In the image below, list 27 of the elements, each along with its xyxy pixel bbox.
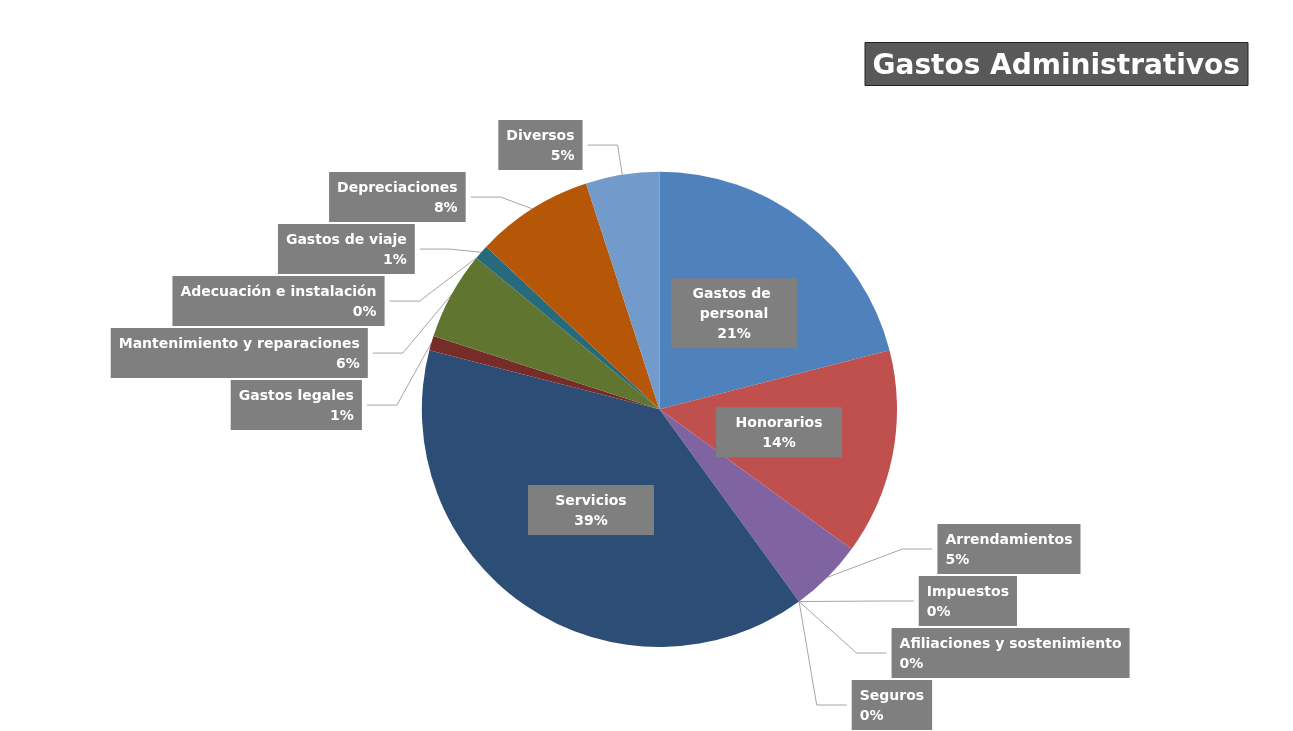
text: 0% <box>352 303 377 320</box>
slice-label: Mantenimiento y reparaciones <box>118 335 360 352</box>
data-label: 5% <box>550 147 575 164</box>
text: 0% <box>926 603 951 619</box>
chart-title: Gastos Administrativos <box>872 47 1241 81</box>
slice-label: Arrendamientos <box>945 531 1073 547</box>
data-label: 1% <box>330 407 354 424</box>
data-label: 39% <box>574 512 608 529</box>
text: 0% <box>859 707 884 723</box>
data-label: 6% <box>336 355 360 372</box>
slice-label: Depreciaciones <box>337 179 458 196</box>
data-label: 1% <box>383 251 407 268</box>
slice-label: Gastos de personal <box>692 285 776 322</box>
category-label: Seguros <box>859 687 925 703</box>
slice-label: Honorarios <box>735 414 823 431</box>
data-label: 5% <box>945 551 970 567</box>
data-label: 8% <box>433 199 458 216</box>
text: 0% <box>899 655 924 671</box>
slice-label: Diversos <box>506 127 575 144</box>
slice-label: Gastos legales <box>238 387 354 404</box>
category-label: Afiliaciones y sostenimiento <box>899 635 1122 651</box>
category-label: Adecuación e instalación <box>180 283 377 300</box>
data-label: 21% <box>717 325 751 342</box>
category-label: Impuestos <box>926 583 1009 599</box>
data-label: 14% <box>762 434 796 451</box>
slice-label: Servicios <box>555 492 627 509</box>
slice-label: Gastos de viaje <box>285 231 407 248</box>
